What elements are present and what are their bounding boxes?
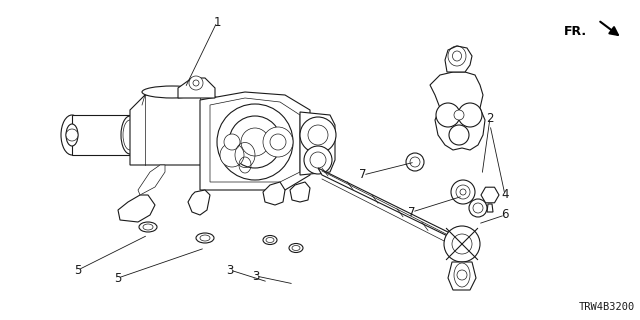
Polygon shape <box>487 204 493 212</box>
Circle shape <box>193 80 199 86</box>
Circle shape <box>449 125 469 145</box>
Text: 7: 7 <box>359 169 367 181</box>
Polygon shape <box>118 195 155 222</box>
Polygon shape <box>178 78 215 98</box>
Polygon shape <box>200 92 310 190</box>
Polygon shape <box>445 46 472 72</box>
Circle shape <box>410 157 420 167</box>
Polygon shape <box>188 190 210 215</box>
Circle shape <box>436 103 460 127</box>
Text: 5: 5 <box>115 271 122 284</box>
Circle shape <box>308 125 328 145</box>
Polygon shape <box>72 115 130 155</box>
Ellipse shape <box>289 244 303 252</box>
Ellipse shape <box>454 263 470 287</box>
Circle shape <box>473 203 483 213</box>
Circle shape <box>452 234 472 254</box>
Circle shape <box>300 117 336 153</box>
Circle shape <box>460 189 466 195</box>
Circle shape <box>270 134 286 150</box>
Polygon shape <box>290 182 310 202</box>
Circle shape <box>217 104 293 180</box>
Text: 2: 2 <box>486 111 493 124</box>
Circle shape <box>454 110 464 120</box>
Polygon shape <box>263 182 285 205</box>
Circle shape <box>469 199 487 217</box>
Circle shape <box>224 134 240 150</box>
Circle shape <box>458 103 482 127</box>
Ellipse shape <box>200 235 210 241</box>
Ellipse shape <box>263 236 277 244</box>
Ellipse shape <box>142 86 202 98</box>
Polygon shape <box>430 72 485 150</box>
Circle shape <box>263 127 293 157</box>
Text: TRW4B3200: TRW4B3200 <box>579 302 635 312</box>
Polygon shape <box>138 165 165 195</box>
Polygon shape <box>318 168 460 242</box>
Polygon shape <box>448 262 476 290</box>
Circle shape <box>456 185 470 199</box>
Text: 6: 6 <box>501 209 509 221</box>
Text: FR.: FR. <box>564 25 587 38</box>
Ellipse shape <box>123 120 137 150</box>
Ellipse shape <box>66 124 78 146</box>
Polygon shape <box>130 92 240 165</box>
Circle shape <box>66 129 78 141</box>
Ellipse shape <box>139 222 157 232</box>
Circle shape <box>310 152 326 168</box>
Polygon shape <box>481 187 499 203</box>
Ellipse shape <box>143 224 153 230</box>
Circle shape <box>241 128 269 156</box>
Circle shape <box>457 270 467 280</box>
Circle shape <box>220 143 244 167</box>
Circle shape <box>451 180 475 204</box>
Ellipse shape <box>196 233 214 243</box>
Ellipse shape <box>292 245 300 251</box>
Text: 5: 5 <box>74 263 82 276</box>
Circle shape <box>189 76 203 90</box>
Text: 7: 7 <box>408 205 416 219</box>
Text: 1: 1 <box>213 15 221 28</box>
Ellipse shape <box>121 116 139 154</box>
Circle shape <box>229 116 281 168</box>
Circle shape <box>406 153 424 171</box>
Text: 3: 3 <box>227 263 234 276</box>
Polygon shape <box>300 112 335 175</box>
Ellipse shape <box>61 115 83 155</box>
Circle shape <box>304 146 332 174</box>
Polygon shape <box>210 98 300 182</box>
Ellipse shape <box>266 237 274 243</box>
Circle shape <box>444 226 480 262</box>
Text: 3: 3 <box>252 269 260 283</box>
Text: 4: 4 <box>501 188 509 202</box>
